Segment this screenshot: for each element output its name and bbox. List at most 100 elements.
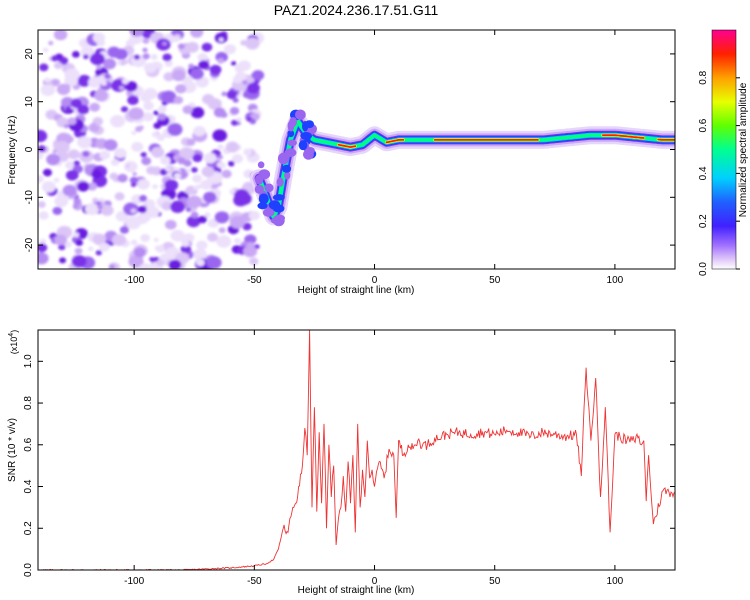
noise-blob [115,211,129,222]
spectrogram-ytick-label: 20 [24,48,35,60]
noise-blob [243,245,258,258]
noise-blob [92,197,99,203]
spectrogram-ytick-label: -20 [24,237,35,252]
noise-blob [217,58,225,64]
spectrogram-xtick-label: -100 [124,275,144,286]
noise-blob [59,257,67,264]
noise-blob [73,232,80,238]
noise-blob [186,195,202,209]
noise-blob [132,171,138,176]
noise-blob [124,81,138,92]
noise-blob [182,105,193,114]
noise-blob [77,136,92,149]
noise-blob [114,147,127,159]
noise-blob [137,178,150,190]
noise-blob [52,149,58,154]
noise-blob [186,215,201,228]
noise-blob [250,112,260,121]
noise-blob [236,192,252,205]
noise-blob [231,154,244,164]
noise-blob [207,98,222,110]
noise-blob [131,130,137,135]
noise-blob [67,117,77,126]
signal-blob [289,117,298,127]
noise-blob [117,173,128,183]
signal-blob [257,202,268,210]
colorbar-tick-label: 0.0 [698,262,709,276]
noise-blob [162,53,172,62]
snr-xtick-label: 100 [607,576,624,587]
colorbar-label: Normalized spectral amplitude [738,82,749,217]
noise-blob [203,152,217,164]
noise-blob [90,122,97,128]
noise-blob [130,182,137,187]
noise-blob [161,41,168,46]
noise-blob [51,78,61,86]
noise-blob [175,84,187,94]
noise-blob [42,47,49,53]
noise-blob [203,191,217,203]
noise-blob [120,106,129,113]
snr-ytick-label: 0.8 [23,396,34,410]
noise-blob [151,146,165,158]
signal-blob [276,177,284,187]
noise-blob [51,55,59,62]
snr-ylabel: SNR (10 * v/v) [7,418,18,482]
noise-blob [119,226,129,234]
signal-blob [258,193,269,205]
noise-blob [190,30,204,38]
snr-ytick-label: 0.4 [23,479,34,493]
signal-blob [301,120,309,132]
snr-panel: -100 -50 0 50 100 0.0 0.2 0.4 0.6 0.8 1.0 Height o… [7,329,676,596]
noise-blob [87,182,98,191]
noise-blob [129,30,144,37]
noise-blob [234,238,241,244]
noise-blob [231,119,239,126]
noise-blob [53,61,63,70]
noise-blob [154,245,161,251]
noise-blob [63,124,69,129]
noise-blob [242,222,252,231]
noise-blob [94,89,109,102]
noise-blob [61,136,68,142]
spectrogram-ytick-label: 0 [24,146,35,152]
noise-blob [111,233,127,246]
noise-blob [140,233,150,243]
noise-blob [96,204,104,210]
noise-blob [190,167,198,173]
noise-blob [82,150,90,157]
noise-blob [64,68,80,82]
noise-blob [163,72,175,82]
noise-blob [39,238,47,245]
noise-blob [177,43,185,50]
signal-blob [287,129,295,138]
noise-blob [248,210,260,221]
noise-blob [172,36,180,43]
noise-blob [143,87,158,100]
noise-blob [76,181,90,192]
noise-blob [71,255,87,268]
noise-blob [195,184,202,190]
chart-title: PAZ1.2024.236.17.51.G11 [274,2,439,18]
snr-frame [37,329,676,571]
snr-xtick-label: 50 [489,576,501,587]
noise-blob [181,240,190,247]
spectrogram-xtick-label: -50 [247,275,262,286]
noise-blob [48,86,55,92]
noise-blob [161,201,173,211]
noise-blob [185,207,192,212]
noise-blob [138,195,148,202]
noise-blob [206,256,222,269]
svg-text:(x104): (x104) [8,330,19,354]
noise-blob [249,257,259,266]
noise-blob [232,97,239,103]
signal-trace [250,109,675,227]
spectrogram-ylabel: Frequency (Hz) [7,116,18,185]
noise-blob [232,75,243,84]
noise-blob [38,175,44,183]
noise-blob [243,148,253,156]
noise-blob [164,219,177,230]
noise-blob [128,164,135,170]
noise-blob [150,211,159,218]
snr-ytick-label: 0.0 [23,563,34,577]
